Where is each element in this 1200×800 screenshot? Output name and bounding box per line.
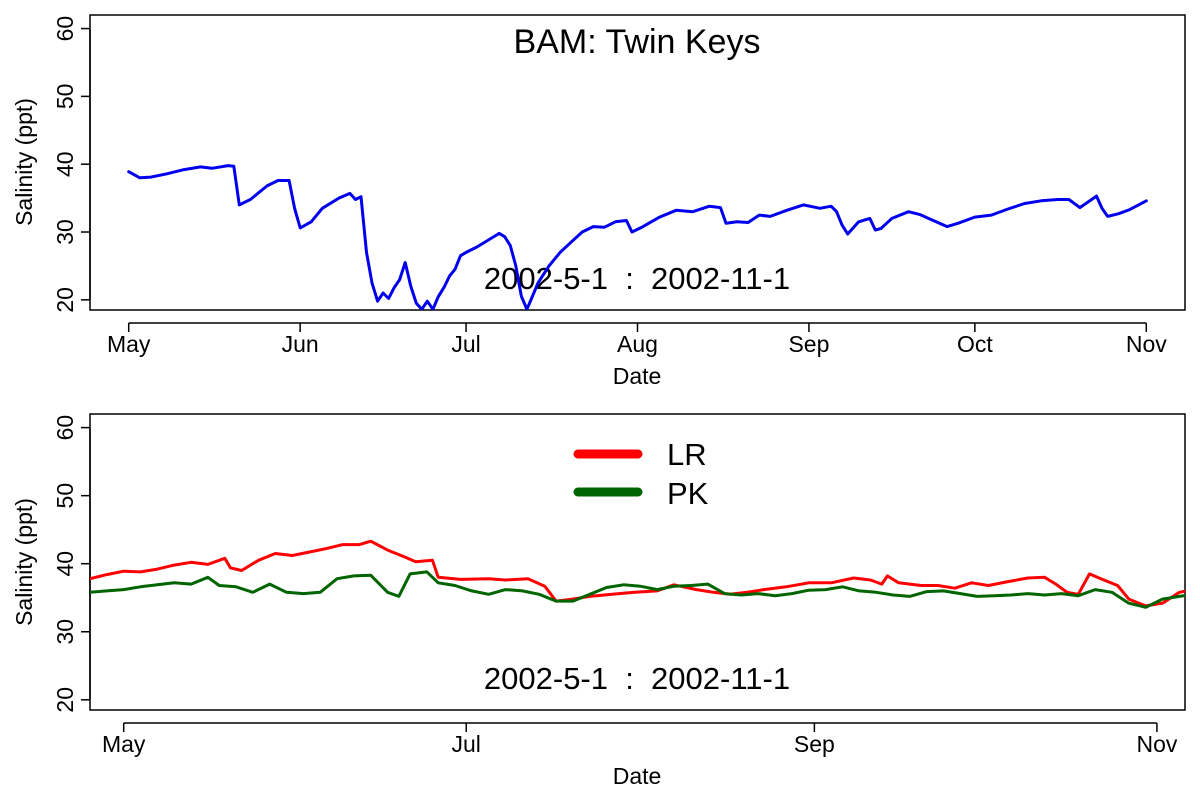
top-x-tick-label: Nov bbox=[1126, 331, 1167, 357]
bottom-date-range-label: 2002-5-1 : 2002-11-1 bbox=[484, 661, 790, 696]
top-x-ticks: May Jun Jul Aug Sep Oct Nov bbox=[107, 322, 1167, 357]
bottom-y-tick-label: 40 bbox=[52, 551, 78, 577]
top-y-tick-label: 60 bbox=[52, 16, 78, 42]
bottom-series-layer bbox=[90, 539, 1185, 609]
top-series-line-salinity bbox=[127, 164, 1148, 310]
top-chart-panel: BAM: Twin Keys 2002-5-1 : 2002-11-1 Date… bbox=[11, 14, 1186, 389]
top-x-axis-title: Date bbox=[613, 363, 662, 389]
bottom-x-tick-label: Nov bbox=[1136, 731, 1177, 757]
bottom-y-tick-label: 50 bbox=[52, 483, 78, 509]
top-series-layer bbox=[127, 164, 1148, 310]
top-y-axis-title: Salinity (ppt) bbox=[11, 98, 37, 226]
legend-label-pk: PK bbox=[667, 476, 709, 511]
top-y-tick-label: 50 bbox=[52, 84, 78, 110]
top-y-tick-label: 20 bbox=[52, 287, 78, 313]
bottom-x-tick-label: Jul bbox=[452, 731, 481, 757]
top-chart-title: BAM: Twin Keys bbox=[514, 23, 761, 61]
top-date-range-label: 2002-5-1 : 2002-11-1 bbox=[484, 261, 790, 296]
bottom-y-tick-label: 20 bbox=[52, 687, 78, 713]
bottom-y-ticks: 20 30 40 50 60 bbox=[52, 415, 91, 713]
bottom-x-axis-title: Date bbox=[613, 763, 662, 789]
top-x-tick-label: Jul bbox=[451, 331, 480, 357]
top-y-tick-label: 40 bbox=[52, 151, 78, 177]
top-x-tick-label: Jun bbox=[282, 331, 319, 357]
top-x-tick-label: Aug bbox=[617, 331, 658, 357]
top-x-tick-label: May bbox=[107, 331, 151, 357]
bottom-x-tick-label: Sep bbox=[794, 731, 835, 757]
top-y-ticks: 20 30 40 50 60 bbox=[52, 16, 91, 313]
legend: LR PK bbox=[573, 437, 709, 511]
bottom-y-tick-label: 60 bbox=[52, 415, 78, 441]
bottom-chart-panel: 2002-5-1 : 2002-11-1 Date Salinity (ppt)… bbox=[11, 413, 1186, 789]
bottom-series-line-lr bbox=[90, 539, 1185, 608]
bottom-x-tick-label: May bbox=[102, 731, 146, 757]
bottom-series-line-pk bbox=[90, 570, 1185, 609]
top-x-tick-label: Oct bbox=[957, 331, 993, 357]
bottom-y-axis-title: Salinity (ppt) bbox=[11, 498, 37, 626]
top-y-tick-label: 30 bbox=[52, 219, 78, 245]
bottom-y-tick-label: 30 bbox=[52, 619, 78, 645]
top-x-tick-label: Sep bbox=[788, 331, 829, 357]
bottom-x-ticks: May Jul Sep Nov bbox=[102, 722, 1178, 757]
legend-label-lr: LR bbox=[667, 437, 707, 472]
